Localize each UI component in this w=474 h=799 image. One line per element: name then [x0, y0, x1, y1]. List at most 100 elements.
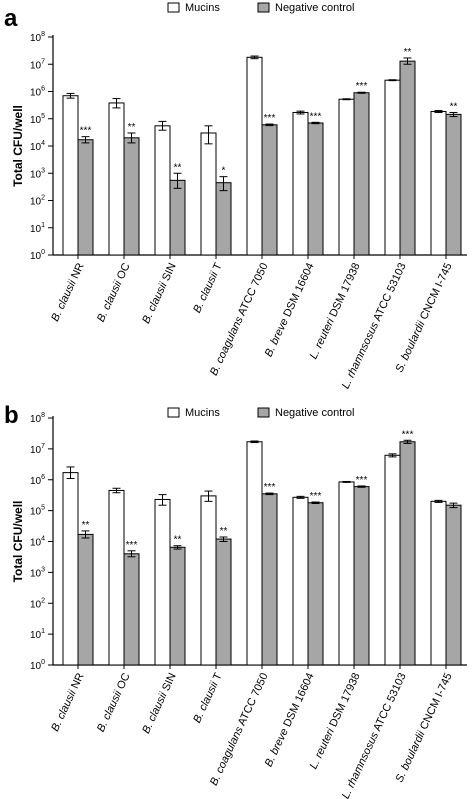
x-tick-label: B. clausii OC — [95, 671, 133, 734]
y-tick-exponent: 1 — [41, 628, 45, 635]
y-tick-label: 104 — [30, 140, 45, 153]
legend-label: Mucins — [185, 2, 220, 14]
bar — [353, 486, 370, 666]
panel-letter: b — [4, 402, 19, 429]
x-tick-label-rest: ATCC 7050 — [235, 261, 271, 320]
y-tick-base: 10 — [30, 142, 42, 153]
y-tick-base: 10 — [30, 169, 42, 180]
x-tick-label-rest: CNCM I-745 — [417, 671, 455, 734]
legend-swatch — [167, 2, 180, 13]
y-tick-label: 100 — [30, 659, 45, 672]
y-tick-exponent: 5 — [41, 113, 45, 120]
x-tick-label-italic: L. reuteri — [308, 726, 337, 771]
y-tick-exponent: 6 — [41, 86, 45, 93]
y-tick-base: 10 — [30, 507, 42, 518]
x-tick-label: B. clausii SIN — [140, 671, 179, 735]
bar — [154, 498, 171, 666]
x-tick-label-italic: S. boulardii — [393, 729, 427, 784]
significance-annotation: ** — [220, 526, 228, 537]
y-tick-exponent: 0 — [41, 659, 45, 666]
y-tick-exponent: 3 — [41, 566, 45, 573]
y-tick-base: 10 — [30, 630, 42, 641]
bar — [307, 502, 324, 666]
x-tick-label-rest: DSM 17938 — [326, 671, 363, 731]
bar — [215, 182, 232, 256]
bar — [246, 441, 263, 666]
y-tick-label: 103 — [30, 566, 45, 579]
y-axis-label: Total CFU/well — [11, 105, 25, 187]
legend-label: Negative control — [275, 2, 355, 14]
y-tick-exponent: 8 — [41, 412, 45, 419]
y-tick-label: 103 — [30, 167, 45, 180]
y-tick-base: 10 — [30, 599, 42, 610]
significance-annotation: *** — [126, 540, 138, 551]
x-tick-label-rest: DSM 17938 — [326, 261, 363, 321]
chart-panel-a: a Mucins Negative control10010110210310410… — [4, 2, 467, 391]
y-axis-label: Total CFU/well — [11, 501, 25, 583]
x-tick-label-rest: ATCC 7050 — [235, 671, 271, 730]
y-tick-exponent: 1 — [41, 222, 45, 229]
legend-swatch — [167, 407, 180, 418]
x-tick-label-italic: B. clausii — [140, 690, 170, 735]
bar — [200, 495, 217, 666]
legend-swatch — [257, 2, 270, 13]
bar — [246, 56, 263, 256]
bar — [123, 137, 140, 256]
x-tick-label: B. clausii NR — [49, 261, 87, 323]
bar — [261, 124, 278, 256]
significance-annotation: * — [222, 166, 226, 177]
significance-annotation: *** — [402, 429, 414, 440]
bar — [399, 441, 416, 666]
bar — [123, 553, 140, 666]
y-tick-label: 102 — [30, 597, 45, 610]
y-tick-label: 102 — [30, 195, 45, 208]
y-tick-label: 101 — [30, 628, 45, 641]
x-tick-label-italic: B. clausii — [49, 688, 79, 733]
bar — [307, 122, 324, 256]
bar — [169, 546, 186, 666]
y-tick-base: 10 — [30, 538, 42, 549]
y-tick-base: 10 — [30, 60, 42, 71]
bar — [292, 496, 309, 666]
bar — [384, 79, 401, 256]
bar — [62, 472, 79, 666]
y-tick-exponent: 3 — [41, 167, 45, 174]
y-tick-label: 108 — [30, 412, 45, 425]
x-tick-label-italic: B. clausii — [140, 280, 170, 325]
x-tick-label-italic: L. rhamnsosus — [340, 730, 382, 799]
bar — [215, 538, 232, 666]
x-tick-label: B. breve DSM 16604 — [263, 671, 317, 769]
bar — [154, 125, 171, 256]
x-tick-label-italic: S. boulardii — [393, 319, 427, 374]
significance-annotation: *** — [310, 111, 322, 122]
significance-annotation: *** — [356, 475, 368, 486]
bar — [77, 533, 94, 666]
y-tick-exponent: 7 — [41, 443, 45, 450]
x-tick-label-italic: B. coagulans — [208, 724, 246, 787]
y-tick-label: 106 — [30, 474, 45, 487]
y-tick-exponent: 5 — [41, 505, 45, 512]
significance-annotation: ** — [128, 122, 136, 133]
bar — [62, 95, 79, 256]
significance-annotation: ** — [82, 520, 90, 531]
y-tick-exponent: 8 — [41, 31, 45, 38]
x-tick-label-italic: L. rhamnsosus — [340, 320, 382, 391]
x-tick-label-italic: B. clausii — [95, 688, 125, 733]
significance-annotation: *** — [310, 491, 322, 502]
bar — [430, 500, 447, 666]
y-tick-base: 10 — [30, 251, 42, 262]
y-tick-base: 10 — [30, 197, 42, 208]
y-tick-base: 10 — [30, 661, 42, 672]
significance-annotation: *** — [80, 126, 92, 137]
bar — [353, 92, 370, 256]
y-tick-exponent: 2 — [41, 597, 45, 604]
x-tick-label: B. clausii T — [191, 671, 225, 725]
y-tick-label: 108 — [30, 31, 45, 44]
y-tick-label: 105 — [30, 113, 45, 126]
bar — [108, 102, 125, 256]
y-tick-label: 107 — [30, 58, 45, 71]
x-tick-label-rest: SIN — [159, 671, 179, 696]
x-tick-label: B. clausii NR — [49, 671, 87, 733]
y-tick-base: 10 — [30, 445, 42, 456]
